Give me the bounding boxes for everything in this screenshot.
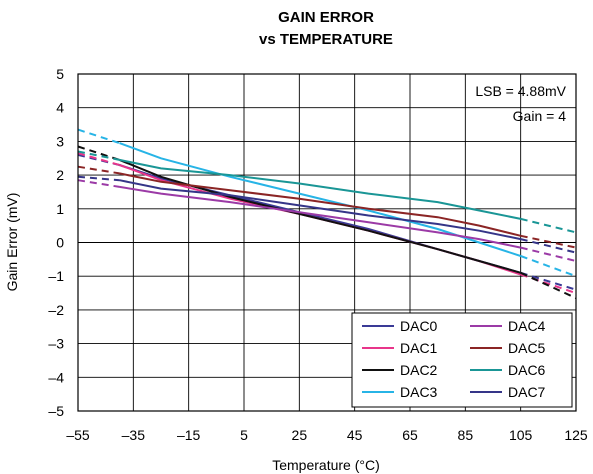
x-tick-label: 105 [509, 427, 533, 443]
x-tick-label: 125 [564, 427, 588, 443]
y-tick-label: 2 [56, 167, 64, 183]
tick-labels: –55 –35 –15 5 25 45 65 85 105 125 5 4 3 2 1 0 –1 –2 –3 –4 –5 [48, 66, 587, 443]
series-line-dac7-extrapolated-high [520, 238, 577, 254]
series-line-dac0-extrapolated-high [520, 271, 577, 291]
series-line-dac3-extrapolated-high [520, 255, 577, 278]
series-line-dac2 [119, 158, 521, 274]
x-tick-label: –55 [66, 427, 90, 443]
x-tick-label: 65 [402, 427, 418, 443]
series-line-dac4 [119, 185, 521, 249]
legend-label-dac5: DAC5 [508, 340, 546, 356]
series-line-dac5-extrapolated-low [77, 165, 120, 175]
series-line-dac3-extrapolated-low [77, 128, 120, 145]
x-tick-label: 5 [240, 427, 248, 443]
y-tick-label: 1 [56, 201, 64, 217]
y-tick-label: –3 [48, 336, 64, 352]
y-tick-label: –4 [48, 369, 64, 385]
series-line-dac4-extrapolated-high [520, 246, 577, 262]
lsb-annotation: LSB = 4.88mV [475, 83, 566, 99]
y-tick-label: 3 [56, 133, 64, 149]
series-line-dac4-extrapolated-low [77, 179, 120, 188]
x-axis-label: Temperature (°C) [272, 457, 380, 473]
legend-label-dac3: DAC3 [400, 384, 438, 400]
legend: DAC0 DAC4 DAC1 DAC5 DAC2 DAC6 DAC3 DAC7 [351, 312, 573, 408]
legend-label-dac7: DAC7 [508, 384, 546, 400]
y-tick-label: –2 [48, 302, 64, 318]
y-tick-label: 0 [56, 235, 64, 251]
series-line-dac7-extrapolated-low [77, 175, 120, 182]
x-tick-label: –15 [177, 427, 201, 443]
legend-label-dac4: DAC4 [508, 318, 546, 334]
series-line-dac2-extrapolated-high [520, 271, 577, 300]
chart-title-line2: vs TEMPERATURE [259, 31, 393, 48]
series-line-dac5-extrapolated-high [520, 234, 577, 249]
series-line-dac1-extrapolated-high [520, 273, 577, 295]
series-line-dac5 [119, 172, 521, 237]
x-tick-label: 45 [347, 427, 363, 443]
x-tick-label: 85 [458, 427, 474, 443]
series-line-dac3 [119, 142, 522, 257]
y-tick-label: –1 [48, 268, 64, 284]
series-lines [77, 128, 577, 300]
series-line-dac6-extrapolated-high [520, 217, 577, 234]
legend-label-dac0: DAC0 [400, 318, 438, 334]
series-line-dac6 [119, 158, 521, 220]
y-axis-label: Gain Error (mV) [4, 193, 20, 292]
x-tick-label: 25 [292, 427, 308, 443]
x-tick-label: –35 [122, 427, 146, 443]
gain-annotation: Gain = 4 [513, 108, 567, 124]
y-tick-label: 5 [56, 66, 64, 82]
plot-frame [77, 73, 577, 412]
chart-title-line1: GAIN ERROR [278, 9, 374, 26]
series-line-dac7 [119, 179, 521, 241]
y-tick-label: 4 [56, 100, 64, 116]
legend-label-dac2: DAC2 [400, 362, 438, 378]
legend-label-dac6: DAC6 [508, 362, 546, 378]
legend-label-dac1: DAC1 [400, 340, 438, 356]
y-tick-label: –5 [48, 403, 64, 419]
series-line-dac2-extrapolated-low [77, 145, 120, 161]
